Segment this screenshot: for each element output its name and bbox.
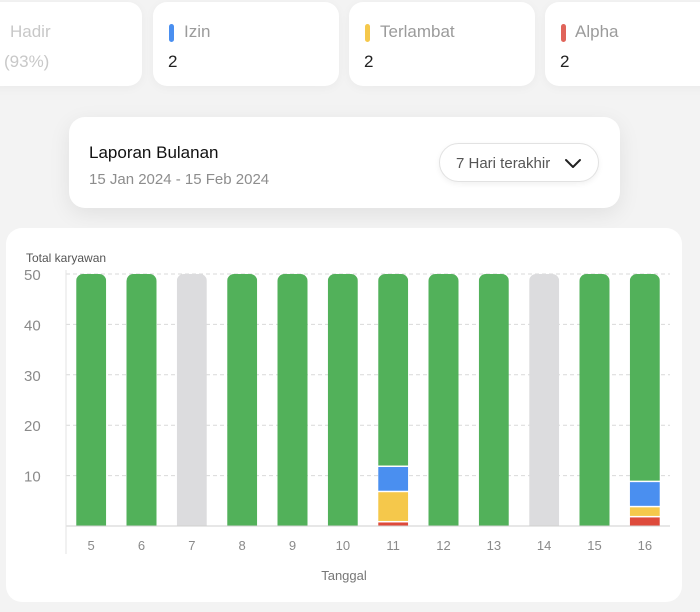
stat-label-terlambat: Terlambat (380, 22, 455, 41)
bar-segment-hadir (227, 274, 258, 526)
stat-value-alpha: 2 (560, 52, 570, 71)
bar-group-8[interactable] (227, 274, 258, 526)
x-tick-label: 6 (138, 538, 145, 553)
stat-card-izin: Izin 2 (153, 2, 339, 86)
stat-label-hadir: Hadir (10, 22, 51, 41)
bar-segment-izin (378, 467, 409, 491)
x-tick-label: 15 (587, 538, 601, 553)
stat-label-alpha: Alpha (575, 22, 619, 41)
bar-segment-libur (529, 274, 560, 526)
stat-label-izin: Izin (184, 22, 211, 41)
monthly-report-card: Laporan Bulanan 15 Jan 2024 - 15 Feb 202… (69, 117, 620, 208)
terlambat-color-indicator (365, 24, 370, 42)
stat-value-izin: 2 (168, 52, 178, 71)
x-tick-label: 14 (537, 538, 551, 553)
bar-segment-hadir (579, 274, 610, 526)
report-title: Laporan Bulanan (89, 143, 219, 162)
y-tick-label: 40 (24, 317, 41, 334)
bar-segment-hadir (478, 274, 509, 526)
y-tick-label: 50 (24, 267, 41, 284)
period-dropdown-label: 7 Hari terakhir (456, 155, 551, 172)
bar-group-11[interactable] (378, 274, 409, 526)
bar-group-13[interactable] (478, 274, 509, 526)
bar-segment-alpha (378, 522, 409, 526)
bar-group-5[interactable] (76, 274, 107, 526)
y-tick-label: 20 (24, 418, 41, 435)
stat-card-hadir: Hadir (93%) (0, 2, 142, 86)
bar-group-10[interactable] (327, 274, 358, 526)
bar-group-15[interactable] (579, 274, 610, 526)
x-axis-label: Tanggal (321, 568, 367, 583)
attendance-chart-card: Total karyawan Tanggal 10 20 30 40 50 5 6 7 8 9 10… (6, 228, 682, 602)
x-tick-label: 12 (436, 538, 450, 553)
bar-segment-hadir (126, 274, 157, 526)
x-tick-label: 8 (239, 538, 246, 553)
stat-value-terlambat: 2 (364, 52, 374, 71)
stat-value-hadir: (93%) (4, 52, 50, 71)
chevron-down-icon (565, 159, 581, 168)
bar-segment-terlambat (629, 507, 660, 516)
x-tick-label: 13 (487, 538, 501, 553)
bar-segment-hadir (428, 274, 459, 526)
y-axis-label: Total karyawan (26, 251, 106, 265)
bar-segment-hadir (378, 274, 409, 466)
stat-card-alpha: Alpha 2 (545, 2, 700, 86)
bar-segment-hadir (629, 274, 660, 481)
bar-segment-hadir (277, 274, 308, 526)
bar-segment-izin (629, 482, 660, 506)
bar-group-9[interactable] (277, 274, 308, 526)
x-tick-label: 10 (336, 538, 350, 553)
bar-group-12[interactable] (428, 274, 459, 526)
period-dropdown[interactable]: 7 Hari terakhir (439, 143, 599, 182)
x-tick-label: 7 (188, 538, 195, 553)
izin-color-indicator (169, 24, 174, 42)
bar-segment-terlambat (378, 492, 409, 521)
bar-group-16[interactable] (629, 274, 660, 526)
bar-segment-libur (176, 274, 207, 526)
alpha-color-indicator (561, 24, 566, 42)
bar-segment-alpha (629, 517, 660, 526)
x-tick-label: 16 (638, 538, 652, 553)
bar-group-7[interactable] (176, 274, 207, 526)
x-tick-label: 9 (289, 538, 296, 553)
bar-group-14[interactable] (529, 274, 560, 526)
y-tick-label: 10 (24, 469, 41, 486)
x-tick-label: 5 (88, 538, 95, 553)
bar-segment-hadir (327, 274, 358, 526)
x-tick-label: 11 (386, 538, 400, 553)
report-date-range: 15 Jan 2024 - 15 Feb 2024 (89, 171, 270, 188)
y-tick-label: 30 (24, 368, 41, 385)
bar-segment-hadir (76, 274, 107, 526)
attendance-stacked-bar-chart: Total karyawan Tanggal 10 20 30 40 50 5 6 7 8 9 10… (24, 251, 670, 583)
stat-card-terlambat: Terlambat 2 (349, 2, 535, 86)
bar-group-6[interactable] (126, 274, 157, 526)
